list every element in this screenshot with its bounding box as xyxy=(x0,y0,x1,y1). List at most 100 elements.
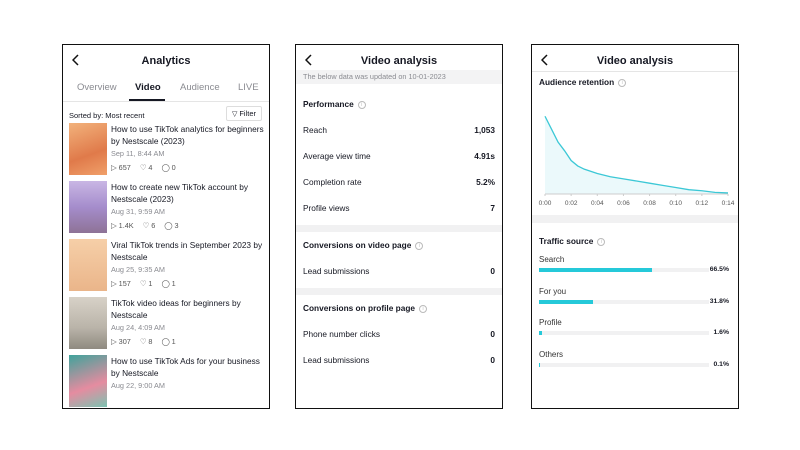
bar-track xyxy=(539,299,709,304)
video-text: How to create new TikTok account by Nest… xyxy=(111,181,267,232)
retention-screen: Video analysis Audience retention 0:000:… xyxy=(531,44,739,409)
stat-icon: ▷ xyxy=(111,163,119,172)
x-tick-label: 0:14 xyxy=(722,200,735,207)
video-title: How to create new TikTok account by Nest… xyxy=(111,182,248,204)
tab[interactable]: Audience xyxy=(180,82,220,93)
category-label: For you xyxy=(539,286,567,296)
section-heading: Conversions on profile page xyxy=(296,295,502,321)
metric-value: 0 xyxy=(490,266,495,276)
metric-label: Reach xyxy=(303,125,327,135)
stat: ▷ 157 xyxy=(111,278,131,290)
video-item[interactable]: How to use TikTok analytics for beginner… xyxy=(69,123,265,177)
value-label: 31.8% xyxy=(709,297,729,305)
video-thumbnail xyxy=(69,181,107,233)
x-tick-label: 0:02 xyxy=(565,200,578,207)
metric-label: Completion rate xyxy=(303,177,362,187)
value-label: 66.5% xyxy=(709,266,729,273)
video-item[interactable]: How to create new TikTok account by Nest… xyxy=(69,181,265,235)
video-text: TikTok video ideas for beginners by Nest… xyxy=(111,297,267,348)
section-heading: Conversions on video page xyxy=(296,232,502,258)
video-item[interactable]: How to use TikTok Ads for your business … xyxy=(69,355,267,408)
bar xyxy=(539,268,653,272)
section-heading: Performance xyxy=(296,91,502,117)
value-label: 1.6% xyxy=(713,329,730,336)
video-thumbnail xyxy=(69,239,107,291)
video-date: Aug 24, 4:09 AM xyxy=(111,323,165,332)
metric-label: Lead submissions xyxy=(303,355,370,365)
stat-views: 657 xyxy=(118,163,131,172)
active-tab-underline xyxy=(129,99,165,101)
x-tick-label: 0:12 xyxy=(696,200,709,207)
video-item[interactable]: TikTok video ideas for beginners by Nest… xyxy=(69,297,265,351)
x-tick-label: 0:10 xyxy=(669,200,682,207)
chart-title: Audience retention xyxy=(539,77,626,87)
analytics-screen: Analytics Sorted by: Most recent ▽ Filte… xyxy=(62,44,270,409)
video-date: Aug 31, 9:59 AM xyxy=(111,207,165,216)
video-title: How to use TikTok Ads for your business … xyxy=(111,356,260,378)
stat: ▷ 657 xyxy=(111,162,131,174)
stat: ◯ 1 xyxy=(161,278,175,290)
stat-icon: ♡ xyxy=(139,279,149,288)
tab[interactable]: Overview xyxy=(77,82,117,93)
stat: ◯ 0 xyxy=(161,162,175,174)
video-title: Viral TikTok trends in September 2023 by… xyxy=(111,240,263,262)
video-text: Viral TikTok trends in September 2023 by… xyxy=(111,239,267,290)
video-date: Aug 22, 9:00 AM xyxy=(111,381,165,390)
stat: ♡ 4 xyxy=(140,162,153,174)
stat: ♡ 1 xyxy=(140,278,153,290)
stat-views: 1.4K xyxy=(118,221,134,230)
bar xyxy=(539,299,594,304)
stat: ◯ 3 xyxy=(164,220,178,232)
metric-row: Profile views 7 xyxy=(296,195,502,221)
stat-icon: ◯ xyxy=(161,279,172,288)
back-button[interactable] xyxy=(305,54,313,66)
metric-value: 0 xyxy=(490,355,495,365)
x-tick-label: 0:04 xyxy=(591,200,604,207)
stat-likes: 4 xyxy=(148,163,153,172)
video-thumbnail xyxy=(69,123,107,175)
stat: ♡ 6 xyxy=(143,220,156,232)
stat-icon: ♡ xyxy=(139,163,149,172)
metric-value: 4.91s xyxy=(474,151,495,161)
video-stats: ▷ 657 ♡ 4 ◯ 0 xyxy=(111,162,267,174)
stat-likes: 6 xyxy=(151,221,156,230)
tab[interactable]: LIVE xyxy=(238,82,259,93)
video-text: How to use TikTok analytics for beginner… xyxy=(111,123,267,174)
bar xyxy=(539,331,542,335)
stat: ▷ 307 xyxy=(111,336,131,348)
video-title: How to use TikTok analytics for beginner… xyxy=(111,124,264,146)
back-button[interactable] xyxy=(72,54,80,66)
category-label: Profile xyxy=(539,318,562,327)
stat-likes: 1 xyxy=(148,279,153,288)
tab[interactable]: Video xyxy=(135,82,161,93)
video-date: Sep 11, 8:44 AM xyxy=(111,149,165,158)
sort-label: Sorted by: Most recent xyxy=(69,111,145,120)
stat-comments: 3 xyxy=(174,221,179,230)
filter-label: Filter xyxy=(239,109,256,118)
metric-label: Phone number clicks xyxy=(303,329,381,339)
stat-icon: ◯ xyxy=(161,337,172,346)
stat-icon: ▷ xyxy=(111,279,119,288)
category-label: Search xyxy=(539,255,565,264)
metric-value: 7 xyxy=(490,203,495,213)
stat-likes: 8 xyxy=(148,337,153,346)
filter-button[interactable]: ▽ Filter xyxy=(226,106,262,121)
update-note: The below data was updated on 10-01-2023 xyxy=(296,70,502,84)
stat-icon: ▷ xyxy=(111,221,119,230)
video-item[interactable]: Viral TikTok trends in September 2023 by… xyxy=(69,239,265,293)
sections: Performance Reach 1,053 Average view time 4.… xyxy=(296,91,502,373)
stat-icon: ◯ xyxy=(164,221,175,230)
metric-value: 0 xyxy=(490,329,495,339)
retention-area xyxy=(545,116,728,194)
video-date: Aug 25, 9:35 AM xyxy=(111,265,165,274)
metric-label: Lead submissions xyxy=(303,266,370,276)
header-divider xyxy=(532,71,738,72)
bar-track xyxy=(539,331,709,335)
back-button[interactable] xyxy=(541,54,549,66)
video-text: How to use TikTok Ads for your business … xyxy=(111,355,267,392)
metric-row: Reach 1,053 xyxy=(296,117,502,143)
stat-icon: ♡ xyxy=(142,221,152,230)
stat-icon: ▷ xyxy=(111,337,119,346)
metric-row: Lead submissions 0 xyxy=(296,347,502,373)
